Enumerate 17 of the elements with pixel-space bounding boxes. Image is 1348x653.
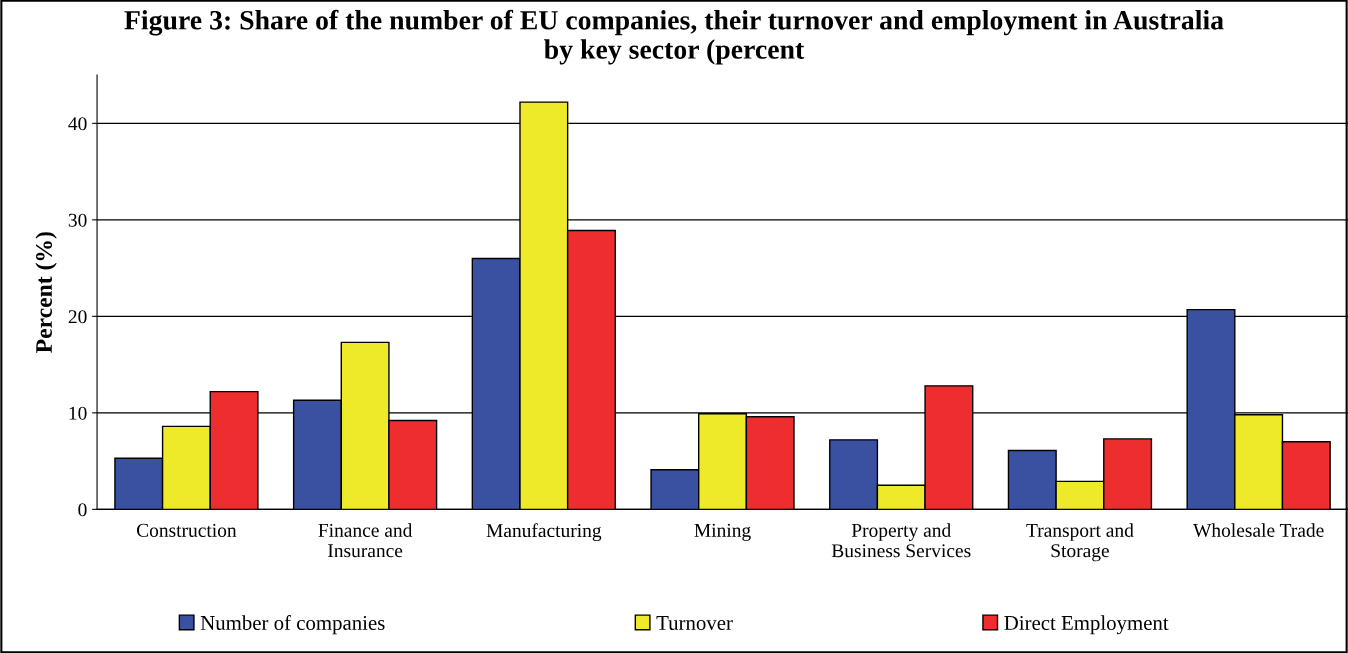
x-tick-label: Wholesale Trade — [1193, 523, 1324, 538]
y-tick-label: 20 — [68, 310, 87, 324]
legend-label: Turnover — [656, 616, 733, 630]
y-tick-label: 30 — [68, 213, 87, 227]
y-axis-title: Percent (%) — [35, 232, 57, 353]
y-tick-label: 0 — [78, 503, 87, 517]
y-tick-label: 40 — [68, 117, 87, 131]
x-tick-label: Construction — [136, 523, 237, 537]
x-tick-label: Finance and Insurance — [318, 523, 413, 558]
chart-title: Figure 3: Share of the number of EU companies, their turnover and employment in Australia by key sector (percent — [124, 9, 1224, 65]
y-tick-label: 10 — [69, 406, 87, 420]
legend-label: Number of companies — [200, 615, 385, 635]
x-tick-label: Mining — [694, 523, 751, 541]
legend-label: Direct Employment — [1004, 615, 1169, 635]
x-tick-label: Transport and Storage — [1026, 523, 1134, 562]
x-tick-label: Manufacturing — [486, 523, 602, 542]
x-tick-label: Property and Business Services — [831, 523, 971, 558]
